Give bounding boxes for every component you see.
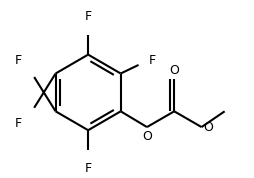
Text: F: F [85,10,92,23]
Text: F: F [149,54,156,67]
Text: F: F [15,54,22,67]
Text: F: F [15,117,22,130]
Text: F: F [85,162,92,175]
Text: O: O [142,130,152,143]
Text: O: O [203,121,213,134]
Text: O: O [169,64,179,77]
